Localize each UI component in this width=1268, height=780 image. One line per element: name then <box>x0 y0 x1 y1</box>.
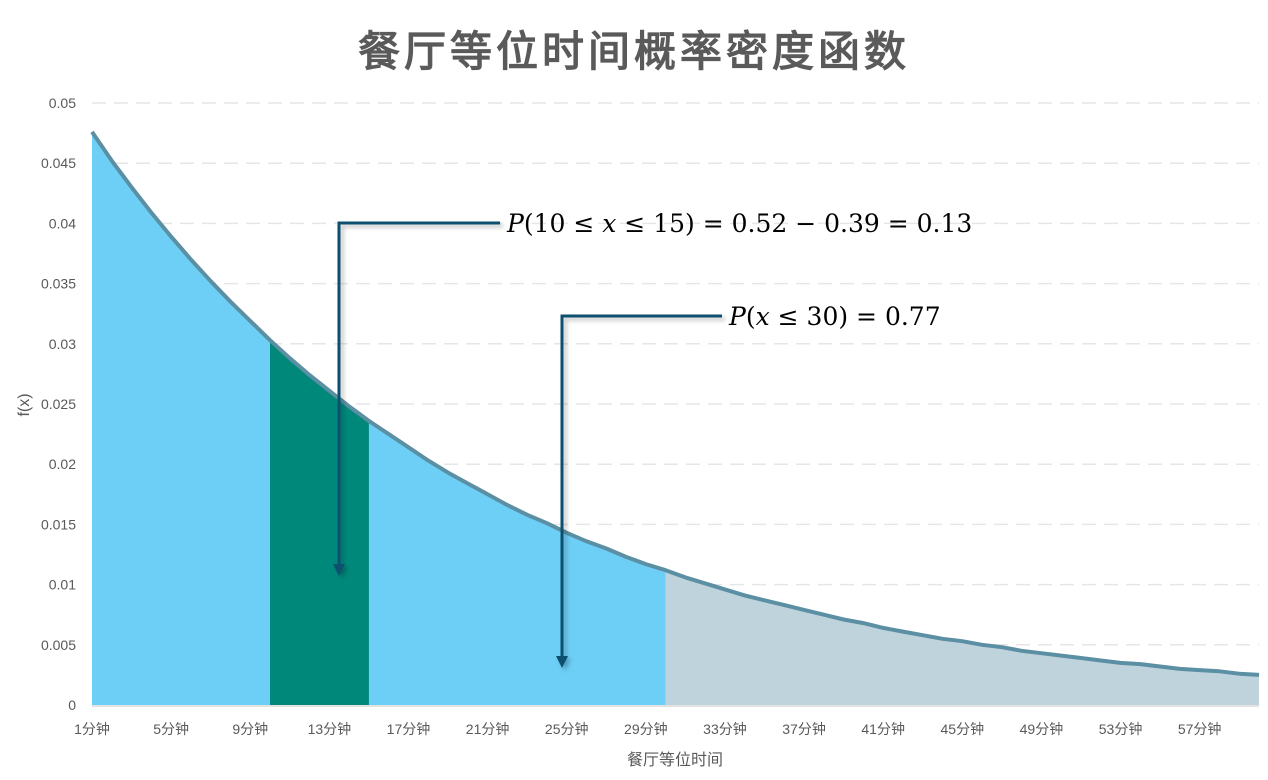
density-curve <box>90 130 1260 677</box>
x-tick-label: 5分钟 <box>153 721 189 737</box>
y-tick-label: 0.05 <box>49 95 76 111</box>
x-tick-label: 17分钟 <box>387 721 431 737</box>
annotation-arrow-1 <box>333 221 500 576</box>
y-axis-label: f(x) <box>16 393 33 416</box>
x-tick-label: 29分钟 <box>624 721 668 737</box>
x-tick-label: 1分钟 <box>74 721 110 737</box>
x-tick-label: 57分钟 <box>1178 721 1222 737</box>
x-tick-label: 45分钟 <box>941 721 985 737</box>
y-tick-label: 0.045 <box>41 155 76 171</box>
x-tick-label: 13分钟 <box>308 721 352 737</box>
annotation-text-2: P(x ≤ 30) = 0.77 <box>728 302 941 331</box>
x-tick-label: 25分钟 <box>545 721 589 737</box>
x-tick-label: 41分钟 <box>861 721 905 737</box>
y-tick-label: 0.005 <box>41 637 76 653</box>
y-tick-label: 0.01 <box>49 577 76 593</box>
shaded-region <box>270 339 369 705</box>
annotation-text-1: P(10 ≤ x ≤ 15) = 0.52 − 0.39 = 0.13 <box>506 209 972 238</box>
shaded-region <box>92 132 666 705</box>
x-tick-label: 49分钟 <box>1020 721 1064 737</box>
y-tick-label: 0.04 <box>49 215 76 231</box>
annotation-arrow-2 <box>556 314 722 668</box>
y-tick-label: 0.015 <box>41 516 76 532</box>
x-tick-label: 37分钟 <box>782 721 826 737</box>
chart-title: 餐厅等位时间概率密度函数 <box>357 27 910 76</box>
y-tick-label: 0.035 <box>41 276 76 292</box>
y-tick-label: 0 <box>68 697 76 713</box>
y-axis-ticks: 0 0.005 0.01 0.015 0.02 0.025 0.03 0.035 0.04 0.0… <box>41 95 76 713</box>
area-fills <box>92 132 1259 705</box>
x-tick-label: 21分钟 <box>466 721 510 737</box>
x-tick-label: 9分钟 <box>232 721 268 737</box>
shaded-region <box>665 570 1259 705</box>
x-tick-label: 33分钟 <box>703 721 747 737</box>
x-axis-ticks: 1分钟 5分钟 9分钟 13分钟 17分钟 21分钟 25分钟 29分钟 33分钟 37分钟 41分… <box>74 721 1221 737</box>
y-tick-label: 0.025 <box>41 396 76 412</box>
y-tick-label: 0.02 <box>49 456 76 472</box>
x-axis-label: 餐厅等位时间 <box>627 750 723 769</box>
x-tick-label: 53分钟 <box>1099 721 1143 737</box>
y-tick-label: 0.03 <box>49 336 76 352</box>
